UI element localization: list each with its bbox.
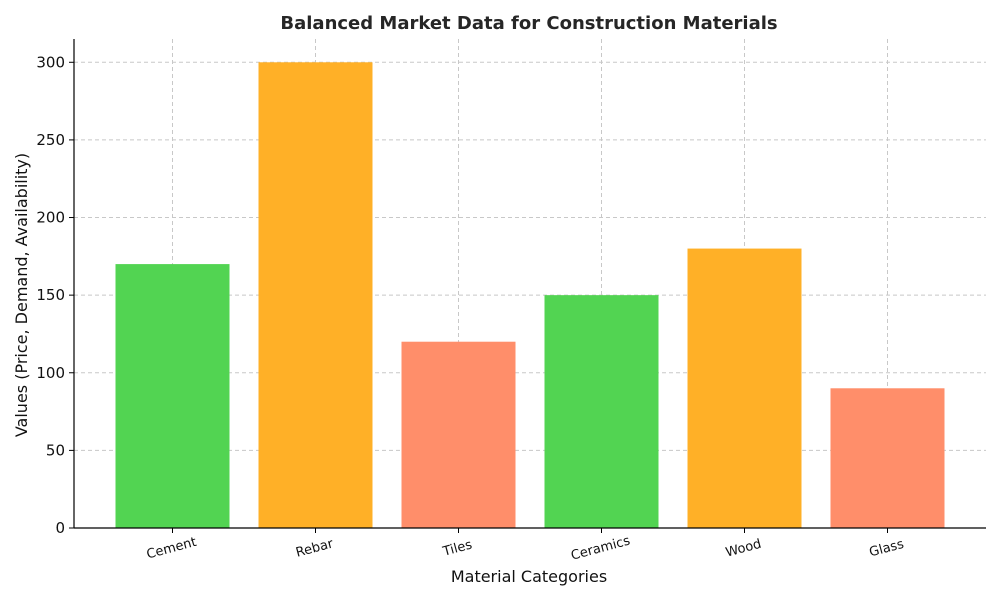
x-tick-label: Rebar — [294, 536, 335, 560]
bar-ceramics — [544, 295, 659, 528]
bar-cement — [115, 264, 230, 528]
x-tick-label: Ceramics — [569, 533, 632, 563]
y-tick-label: 250 — [36, 131, 65, 149]
bars — [115, 62, 945, 529]
bar-rebar — [258, 62, 373, 529]
x-tick-label: Glass — [868, 537, 906, 561]
y-tick-label: 200 — [36, 209, 65, 227]
x-tick-label: Wood — [724, 537, 763, 561]
y-tick-label: 50 — [46, 441, 65, 459]
y-tick-label: 150 — [36, 286, 65, 304]
x-tick-label: Tiles — [440, 537, 474, 559]
y-tick-label: 300 — [36, 53, 65, 71]
bar-tiles — [401, 341, 516, 528]
axes — [69, 39, 986, 533]
x-axis-label: Material Categories — [451, 567, 607, 586]
y-axis-label: Values (Price, Demand, Availability) — [12, 153, 31, 437]
bar-wood — [687, 248, 802, 529]
x-tick-label: Cement — [145, 535, 198, 563]
y-tick-label: 0 — [55, 519, 65, 537]
chart-title: Balanced Market Data for Construction Ma… — [280, 13, 777, 34]
y-tick-label: 100 — [36, 364, 65, 382]
bar-glass — [830, 388, 945, 528]
